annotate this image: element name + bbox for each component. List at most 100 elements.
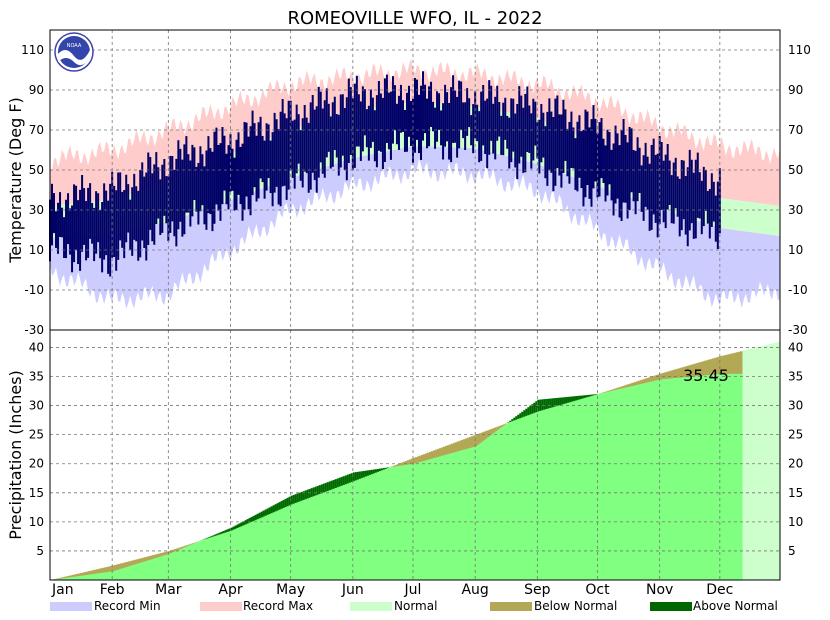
above-normal-bar: [541, 399, 544, 411]
above-normal-bar: [312, 487, 316, 497]
above-normal-bar: [248, 518, 252, 523]
observed-precip-bar: [545, 398, 548, 580]
above-normal-bar: [264, 509, 268, 516]
observed-precip-bar: [340, 476, 344, 580]
below-normal-bar: [459, 440, 462, 451]
below-normal-bar: [667, 371, 671, 379]
below-normal-bar: [605, 391, 609, 393]
observed-precip-bar: [693, 376, 697, 580]
observed-precip-bar: [266, 508, 270, 580]
observed-precip-bar: [298, 492, 302, 580]
observed-precip-bar: [64, 578, 67, 580]
above-normal-bar: [336, 478, 340, 488]
observed-precip-bar: [254, 514, 258, 580]
below-normal-bar: [609, 390, 613, 392]
below-normal-bar: [408, 459, 412, 465]
below-normal-bar: [643, 378, 647, 384]
observed-precip-bar: [288, 496, 292, 580]
observed-precip-bar: [196, 542, 200, 580]
legend: Record Min Record Max Normal Below Norma…: [50, 599, 778, 613]
above-normal-bar: [378, 468, 382, 472]
observed-precip-bar: [649, 381, 653, 580]
legend-swatch-normal: [350, 602, 392, 611]
below-normal-bar: [102, 567, 105, 573]
above-normal-bar: [256, 513, 260, 520]
observed-precip-bar: [733, 373, 737, 580]
above-normal-bar: [549, 398, 552, 408]
observed-precip-bar: [511, 419, 514, 580]
below-normal-bar: [174, 548, 177, 552]
observed-precip-bar: [689, 376, 693, 580]
above-normal-bar: [587, 394, 591, 397]
observed-precip-bar: [467, 448, 470, 580]
above-normal-bar: [527, 407, 530, 416]
observed-precip-bar: [350, 473, 354, 580]
observed-precip-bar: [469, 447, 472, 580]
precip-tick-label-left: 15: [29, 486, 44, 500]
below-normal-bar: [128, 561, 131, 567]
below-normal-bar: [447, 445, 450, 455]
observed-precip-bar: [376, 468, 380, 580]
temp-tick-label-left: 70: [29, 123, 44, 137]
temp-tick-label-right: 10: [788, 243, 803, 257]
observed-precip-bar: [557, 397, 560, 580]
observed-precip-bar: [160, 556, 163, 580]
observed-precip-bar: [671, 378, 675, 580]
below-normal-bar: [164, 551, 167, 556]
below-normal-bar: [471, 436, 474, 448]
observed-precip-bar: [110, 571, 113, 580]
above-normal-bar: [320, 484, 324, 494]
observed-precip-bar: [635, 385, 639, 580]
observed-precip-bar: [332, 479, 336, 580]
legend-swatch-below-normal: [490, 602, 532, 611]
temp-tick-label-left: 10: [29, 243, 44, 257]
observed-precip-bar: [256, 513, 260, 580]
below-normal-bar: [473, 435, 476, 447]
observed-precip-bar: [507, 422, 510, 580]
below-normal-bar: [449, 444, 452, 454]
legend-label-record-max: Record Max: [243, 599, 313, 613]
observed-precip-bar: [533, 402, 536, 580]
above-normal-bar: [352, 472, 356, 482]
observed-precip-bar: [485, 438, 488, 580]
below-normal-bar: [613, 388, 617, 391]
below-normal-bar: [621, 386, 625, 389]
observed-precip-bar: [62, 578, 65, 580]
temp-tick-label-left: 30: [29, 203, 44, 217]
observed-precip-bar: [362, 470, 366, 580]
below-normal-bar: [126, 561, 129, 567]
observed-precip-bar: [344, 475, 348, 580]
observed-precip-bar: [515, 416, 518, 580]
observed-precip-bar: [358, 471, 362, 580]
observed-precip-bar: [651, 381, 655, 580]
observed-precip-bar: [280, 501, 284, 580]
below-normal-bar: [701, 361, 705, 376]
temp-tick-label-left: -10: [24, 283, 44, 297]
above-normal-bar: [551, 398, 554, 408]
above-normal-bar: [222, 531, 226, 534]
observed-precip-bar: [154, 558, 157, 580]
observed-precip-bar: [378, 468, 382, 580]
temp-tick-label-left: 50: [29, 163, 44, 177]
chart-title: ROMEOVILLE WFO, IL - 2022: [287, 8, 542, 29]
observed-precip-bar: [691, 376, 695, 580]
below-normal-bar: [138, 558, 141, 564]
observed-precip-bar: [727, 373, 731, 580]
below-normal-bar: [429, 451, 432, 460]
below-normal-bar: [427, 452, 430, 460]
above-normal-bar: [368, 470, 372, 475]
observed-precip-bar: [390, 466, 394, 580]
observed-precip-bar: [108, 571, 111, 580]
above-normal-bar: [523, 410, 526, 417]
below-normal-bar: [717, 356, 721, 375]
below-normal-bar: [451, 443, 454, 454]
below-normal-bar: [655, 374, 659, 381]
observed-precip-bar: [489, 435, 492, 580]
above-normal-bar: [246, 519, 250, 524]
below-normal-bar: [487, 430, 490, 438]
observed-precip-bar: [593, 394, 597, 580]
observed-precip-bar: [679, 377, 683, 580]
below-normal-bar: [150, 555, 153, 560]
above-normal-bar: [212, 535, 216, 537]
below-normal-bar: [92, 570, 95, 575]
